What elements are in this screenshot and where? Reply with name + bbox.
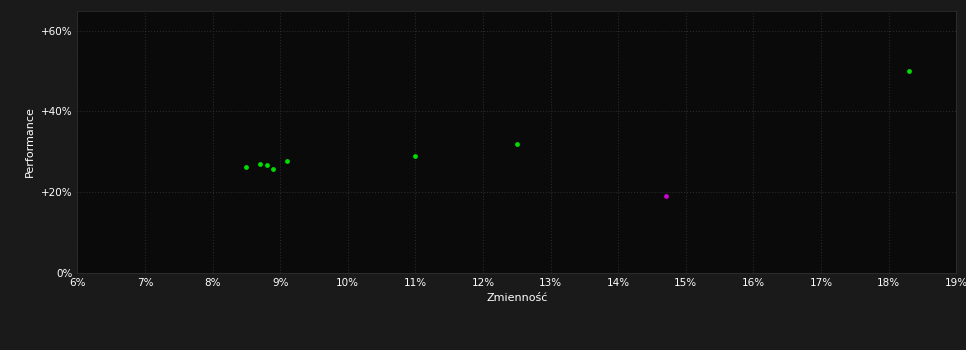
Point [408,153,423,159]
Point [509,141,525,147]
Point [279,158,295,164]
Point [266,166,281,172]
Point [252,161,268,166]
Point [658,194,673,199]
Point [259,162,274,168]
X-axis label: Zmienność: Zmienność [486,293,548,303]
Point [239,164,254,170]
Y-axis label: Performance: Performance [25,106,35,177]
Point [901,68,917,74]
